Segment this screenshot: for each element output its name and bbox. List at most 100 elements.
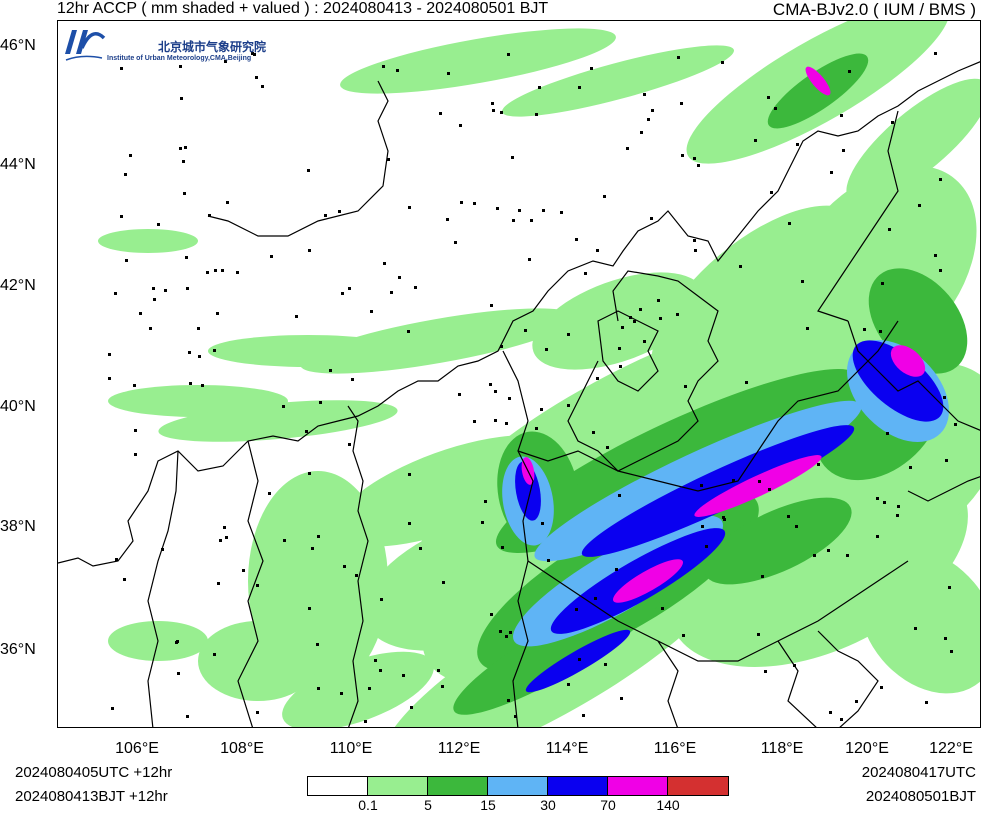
grid-dot xyxy=(242,569,245,572)
grid-dot xyxy=(680,102,683,105)
grid-dot xyxy=(307,169,310,172)
grid-dot xyxy=(500,111,503,114)
grid-dot xyxy=(396,69,399,72)
grid-dot xyxy=(374,659,377,662)
grid-dot xyxy=(120,215,123,218)
grid-dot xyxy=(213,349,216,352)
precip-area-extreme xyxy=(694,455,822,517)
grid-dot xyxy=(876,497,879,500)
grid-dot xyxy=(855,700,858,703)
grid-dot xyxy=(185,256,188,259)
grid-dot xyxy=(770,191,773,194)
grid-dot xyxy=(379,669,382,672)
grid-dot xyxy=(739,265,742,268)
border-line xyxy=(207,80,389,237)
grid-dot xyxy=(507,699,510,702)
precip-area-extreme xyxy=(890,345,926,377)
grid-dot xyxy=(414,286,417,289)
precip-area-very-heavy xyxy=(581,425,855,557)
grid-dot xyxy=(530,219,533,222)
init-time-bjt: 2024080413BJT +12hr xyxy=(15,788,168,805)
grid-dot xyxy=(108,377,111,380)
grid-dot xyxy=(317,535,320,538)
grid-dot xyxy=(255,76,258,79)
border-line xyxy=(347,405,369,727)
grid-dot xyxy=(149,327,152,330)
grid-dot xyxy=(615,568,618,571)
grid-dot xyxy=(283,539,286,542)
grid-dot xyxy=(575,238,578,241)
lat-label-36: 36°N xyxy=(0,641,36,658)
border-line xyxy=(147,450,179,727)
precip-area-moderate xyxy=(767,53,869,129)
precip-area-extreme xyxy=(805,66,831,96)
legend-swatch xyxy=(308,777,368,795)
grid-dot xyxy=(560,211,563,214)
grid-dot xyxy=(827,549,830,552)
grid-dot xyxy=(650,217,653,220)
grid-dot xyxy=(407,330,410,333)
grid-dot xyxy=(458,393,461,396)
grid-dot xyxy=(329,369,332,372)
model-label: CMA-BJv2.0 ( IUM / BMS ) xyxy=(772,0,976,19)
grid-dot xyxy=(348,443,351,446)
grid-dot xyxy=(848,70,851,73)
grid-dot xyxy=(954,423,957,426)
map-panel xyxy=(57,20,981,728)
legend-swatch xyxy=(368,777,428,795)
border-line xyxy=(777,640,817,727)
grid-dot xyxy=(918,204,921,207)
grid-dot xyxy=(567,333,570,336)
grid-dot xyxy=(494,419,497,422)
grid-dot xyxy=(677,56,680,59)
grid-dot xyxy=(830,171,833,174)
precip-area-light xyxy=(501,45,735,117)
grid-dot xyxy=(308,472,311,475)
grid-dot xyxy=(157,223,160,226)
grid-dot xyxy=(308,607,311,610)
legend-tick: 0.1 xyxy=(358,797,378,813)
logo-english-name: Institute of Urban Meteorology,CMA,Beiji… xyxy=(107,55,252,62)
grid-dot xyxy=(492,109,495,112)
grid-dot xyxy=(633,320,636,323)
grid-dot xyxy=(180,97,183,100)
grid-dot xyxy=(473,202,476,205)
legend-swatch xyxy=(488,777,548,795)
grid-dot xyxy=(626,147,629,150)
grid-dot xyxy=(774,107,777,110)
institute-logo: 北京城市气象研究院 Institute of Urban Meteorology… xyxy=(62,24,282,80)
grid-dot xyxy=(621,326,624,329)
grid-dot xyxy=(236,271,239,274)
grid-dot xyxy=(184,146,187,149)
grid-dot xyxy=(408,473,411,476)
grid-dot xyxy=(754,139,757,142)
grid-dot xyxy=(490,613,493,616)
grid-dot xyxy=(618,494,621,497)
grid-dot xyxy=(179,65,182,68)
grid-dot xyxy=(505,422,508,425)
grid-dot xyxy=(945,459,948,462)
grid-dot xyxy=(618,347,621,350)
grid-dot xyxy=(684,385,687,388)
grid-dot xyxy=(319,401,322,404)
grid-dot xyxy=(578,86,581,89)
grid-dot xyxy=(219,539,222,542)
grid-dot xyxy=(390,291,393,294)
grid-dot xyxy=(590,67,593,70)
grid-dot xyxy=(943,396,946,399)
grid-dot xyxy=(876,535,879,538)
lon-label-120: 120°E xyxy=(845,740,889,757)
grid-dot xyxy=(676,313,679,316)
grid-dot xyxy=(441,685,444,688)
grid-dot xyxy=(175,641,178,644)
grid-dot xyxy=(883,501,886,504)
grid-dot xyxy=(311,547,314,550)
lon-label-114: 114°E xyxy=(545,740,589,757)
grid-dot xyxy=(796,143,799,146)
legend-swatch xyxy=(608,777,668,795)
grid-dot xyxy=(120,67,123,70)
grid-dot xyxy=(514,715,517,718)
grid-dot xyxy=(305,430,308,433)
grid-dot xyxy=(801,280,804,283)
grid-dot xyxy=(524,329,527,332)
